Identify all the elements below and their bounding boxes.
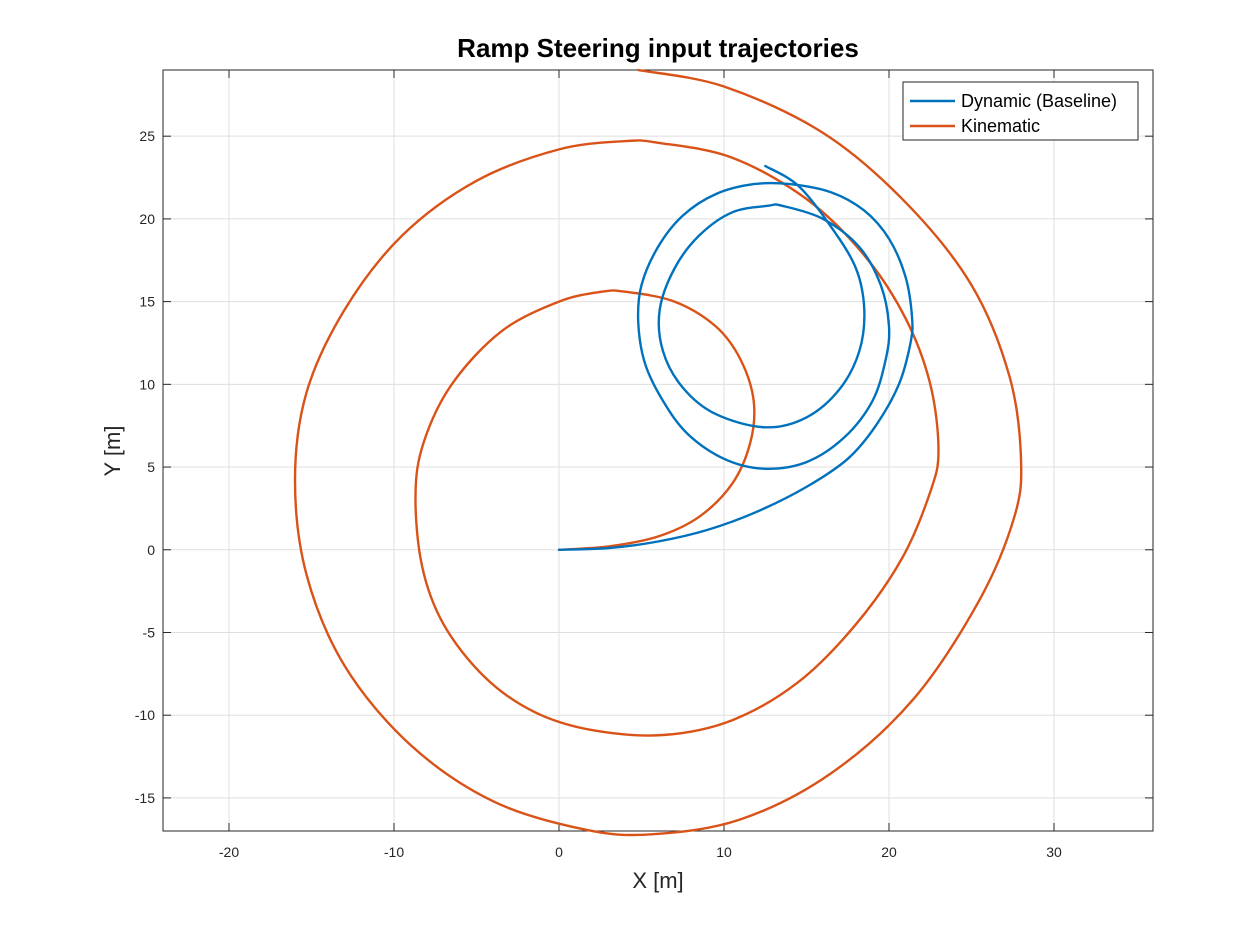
y-tick-label: 25 <box>139 128 155 144</box>
y-tick-label: 0 <box>147 542 155 558</box>
x-axis-title: X [m] <box>632 868 683 893</box>
plot-area-box <box>162 69 1154 832</box>
series-line-dynamic <box>557 164 914 551</box>
y-axis-title: Y [m] <box>100 426 125 477</box>
x-tick-label: 20 <box>881 844 897 860</box>
legend-label-dynamic: Dynamic (Baseline) <box>961 91 1117 111</box>
y-tick-label: 20 <box>139 211 155 227</box>
y-tick-label: -5 <box>143 624 156 640</box>
x-tick-label: -10 <box>384 844 404 860</box>
axis-ticks: -20 -10 0 10 20 30 -15 -10 -5 0 5 10 15 20 25 <box>135 70 1153 860</box>
y-tick-label: -10 <box>135 707 155 723</box>
y-tick-label: -15 <box>135 790 155 806</box>
series-line-kinematic <box>293 68 1023 837</box>
chart-title: Ramp Steering input trajectories <box>457 33 859 63</box>
x-tick-label: -20 <box>219 844 239 860</box>
y-tick-label: 10 <box>139 376 155 392</box>
legend-label-kinematic: Kinematic <box>961 116 1040 136</box>
x-tick-label: 0 <box>555 844 563 860</box>
legend-box <box>902 81 1139 141</box>
y-tick-label: 5 <box>147 459 155 475</box>
series-layer <box>293 68 1023 837</box>
y-tick-label: 15 <box>139 294 155 310</box>
x-tick-label: 30 <box>1046 844 1062 860</box>
legend: Dynamic (Baseline) Kinematic <box>902 81 1139 141</box>
x-tick-label: 10 <box>716 844 732 860</box>
